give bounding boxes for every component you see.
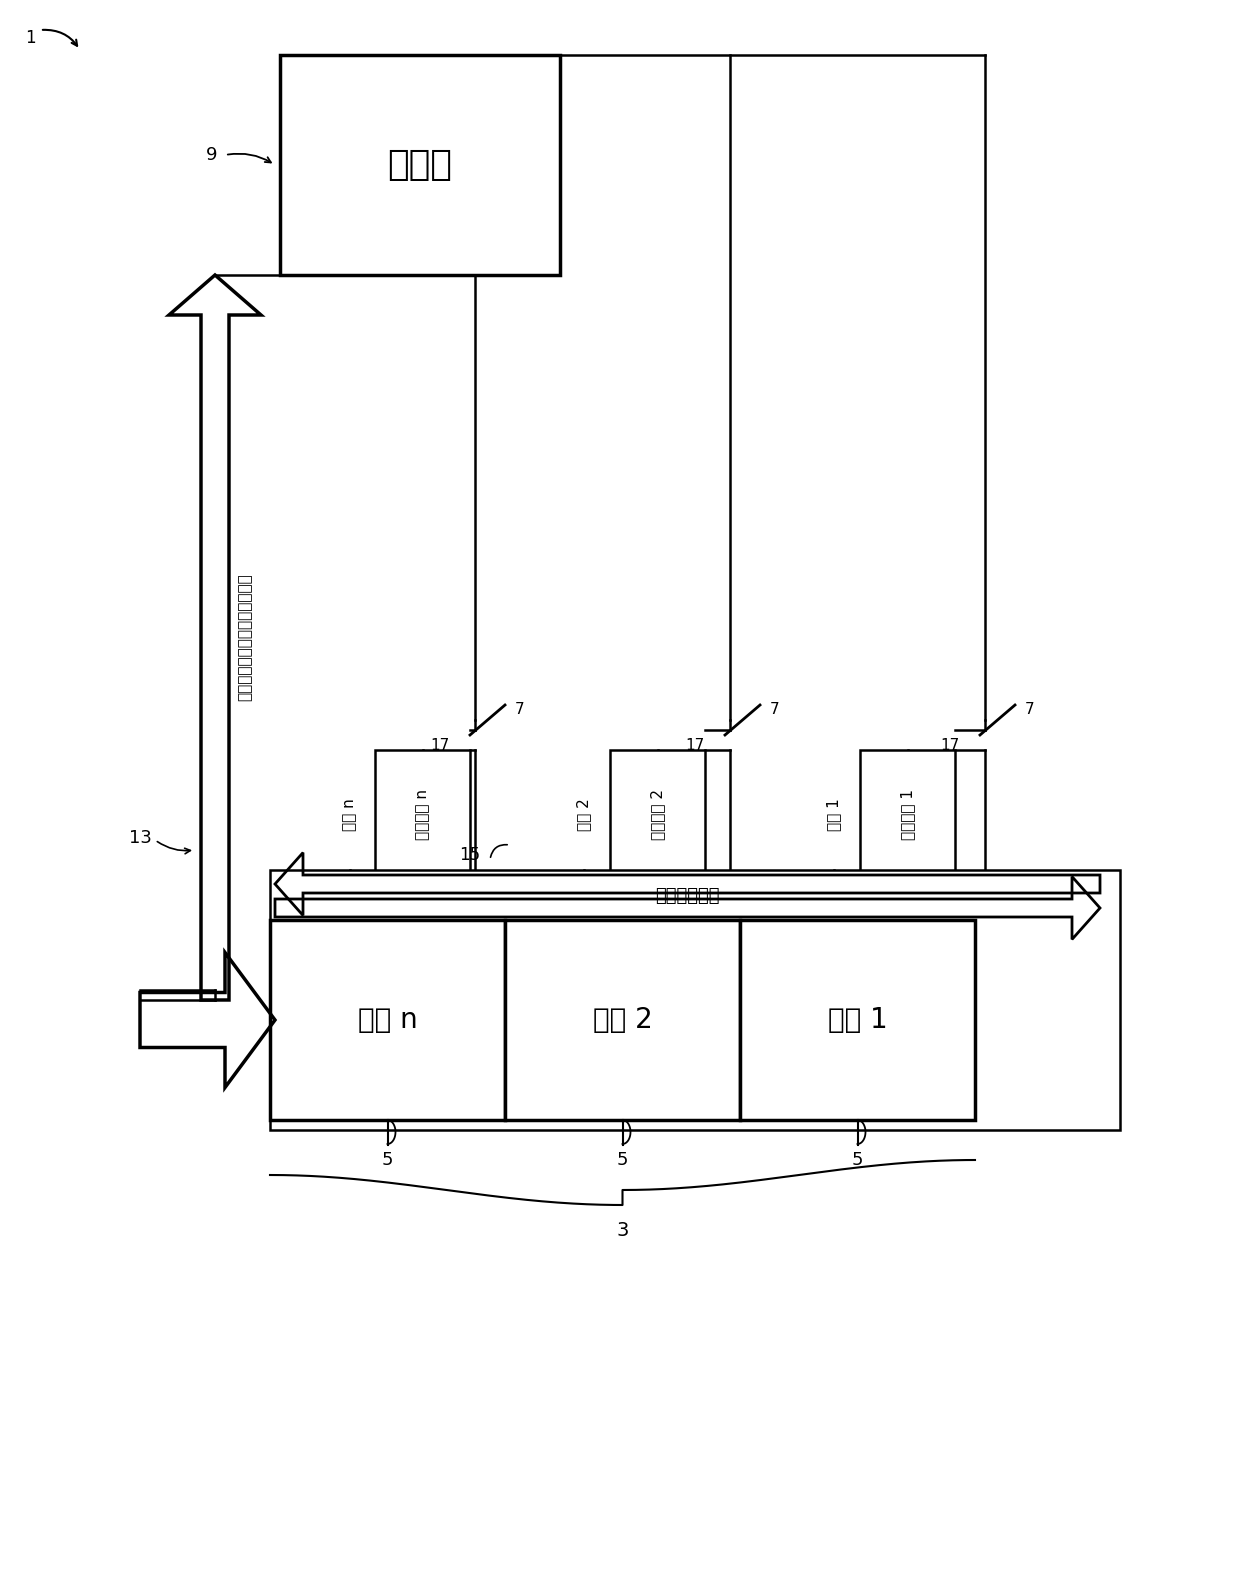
Bar (374, 750, 470, 880)
Text: 充电器: 充电器 (388, 147, 453, 182)
Text: 电池 1: 电池 1 (827, 1006, 888, 1034)
Bar (270, 919, 505, 1120)
Text: 电子电路板与充电器之间的通信: 电子电路板与充电器之间的通信 (238, 574, 253, 701)
Bar (861, 750, 955, 880)
Text: 1: 1 (25, 28, 35, 47)
Text: 指令 n: 指令 n (342, 799, 357, 832)
Text: 13: 13 (129, 828, 151, 847)
Bar (505, 919, 740, 1120)
Text: 17: 17 (940, 737, 960, 753)
Text: 7: 7 (770, 703, 780, 717)
Text: 17: 17 (430, 737, 450, 753)
Text: 通信元件 2: 通信元件 2 (650, 789, 665, 841)
Text: 5: 5 (852, 1152, 863, 1169)
Text: 7: 7 (1025, 703, 1035, 717)
Text: 5: 5 (382, 1152, 393, 1169)
Text: 指令 2: 指令 2 (577, 799, 591, 832)
Text: 15: 15 (460, 846, 481, 865)
Text: 电池回路信息: 电池回路信息 (655, 886, 719, 905)
Text: 通信元件 1: 通信元件 1 (900, 789, 915, 841)
Text: 9: 9 (206, 146, 218, 165)
Text: 电池 n: 电池 n (357, 1006, 418, 1034)
Bar (740, 919, 975, 1120)
Bar (280, 55, 560, 275)
Text: 17: 17 (686, 737, 704, 753)
Text: 7: 7 (515, 703, 525, 717)
Bar (270, 869, 1120, 1130)
Bar (610, 750, 706, 880)
Text: 通信元件 n: 通信元件 n (415, 789, 430, 841)
Text: 指令 1: 指令 1 (827, 799, 842, 832)
Text: 电池 2: 电池 2 (593, 1006, 652, 1034)
Text: 3: 3 (616, 1221, 629, 1240)
Text: 5: 5 (616, 1152, 629, 1169)
